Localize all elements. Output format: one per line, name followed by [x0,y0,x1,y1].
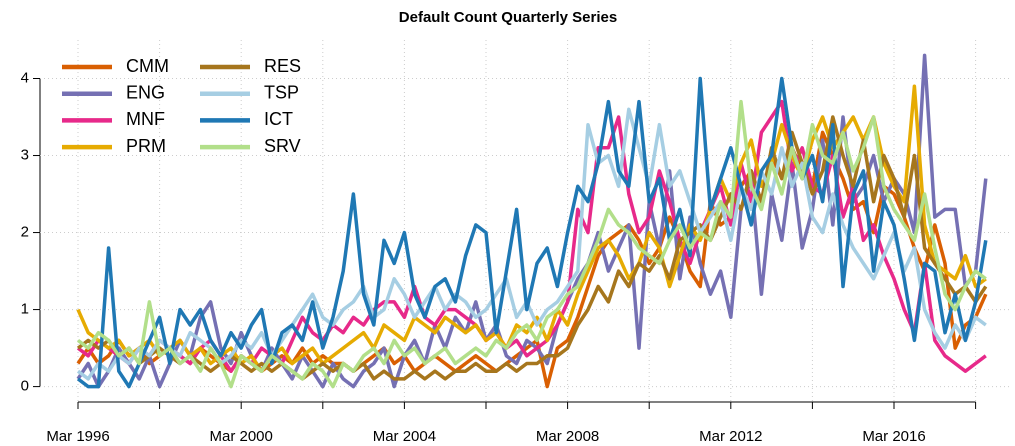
legend-label: ENG [126,82,165,102]
y-tick-label: 2 [21,224,29,241]
x-tick-label: Mar 2016 [862,428,925,445]
series-line [76,107,987,381]
x-tick-label: Mar 2008 [536,428,599,445]
y-tick-label: 3 [21,147,29,164]
x-tick-label: Mar 2000 [210,428,273,445]
series-line [76,99,987,389]
y-tick-label: 4 [21,69,29,86]
series-line [76,76,988,389]
x-tick-label: Mar 2004 [373,428,436,445]
legend-label: MNF [126,109,165,129]
series-line [76,53,988,389]
legend-label: TSP [264,82,299,102]
y-tick-label: 0 [21,378,29,395]
y-tick-label: 1 [21,301,29,318]
x-tick-label: Mar 2012 [699,428,762,445]
x-tick-label: Mar 1996 [46,428,109,445]
legend-label: PRM [126,136,166,156]
legend-label: RES [264,56,301,76]
legend-label: SRV [264,136,301,156]
legend-label: ICT [264,109,293,129]
chart-title: Default Count Quarterly Series [399,9,617,26]
legend-label: CMM [126,56,169,76]
